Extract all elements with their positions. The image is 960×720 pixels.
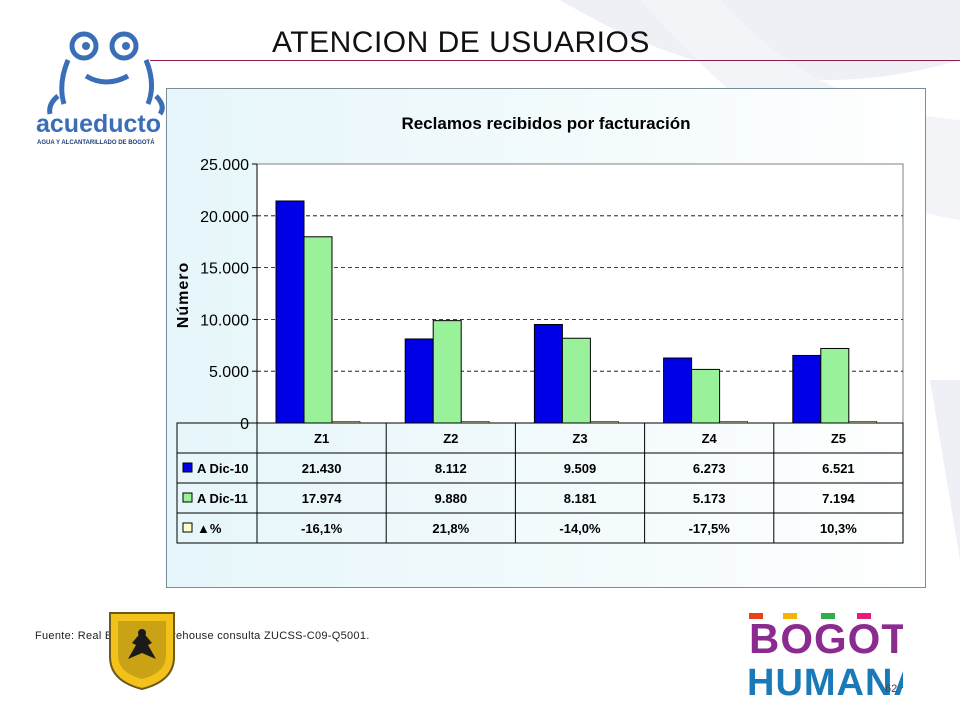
svg-text:BOGOTÁ: BOGOTÁ [749, 615, 903, 662]
y-axis-label: Número [175, 262, 192, 328]
y-tick-label: 20.000 [200, 209, 249, 226]
bar-dic11 [691, 368, 721, 424]
y-tick-label: 10.000 [200, 312, 249, 329]
data-label: 6.273 [693, 461, 726, 476]
bar-dic11 [561, 337, 591, 424]
x-category-label: Z2 [443, 431, 458, 446]
data-label: 8.181 [564, 491, 597, 506]
legend-key [182, 522, 193, 533]
y-tick-label: 5.000 [209, 364, 249, 381]
svg-text:AGUA Y ALCANTARILLADO DE BOGOT: AGUA Y ALCANTARILLADO DE BOGOTÁ [37, 139, 155, 146]
legend-key [182, 492, 193, 503]
y-tick-label: 0 [240, 416, 249, 433]
data-label: 21,8% [432, 521, 469, 536]
svg-text:HUMANA: HUMANA [747, 662, 903, 704]
x-category-label: Z3 [572, 431, 587, 446]
x-category-label: Z4 [702, 431, 718, 446]
data-label: -14,0% [559, 521, 601, 536]
chart-container: Reclamos recibidos por facturación Númer… [166, 88, 926, 588]
bogota-coat-of-arms [109, 612, 175, 691]
source-note: Fuente: Real Business Warehouse consulta… [35, 630, 370, 642]
bogota-humana-logo: BOGOTÁ HUMANA [743, 609, 903, 705]
y-tick-label: 25.000 [200, 157, 249, 174]
data-label: 9.880 [435, 491, 468, 506]
data-label: -16,1% [301, 521, 343, 536]
bar-dic10 [533, 323, 563, 424]
data-label: 8.112 [435, 461, 467, 476]
data-label: 17.974 [302, 491, 343, 506]
data-label: 9.509 [564, 461, 597, 476]
bar-dic10 [792, 354, 822, 424]
legend-label: A Dic-10 [197, 461, 249, 476]
legend-key [182, 462, 193, 473]
acueducto-logo: acueducto AGUA Y ALCANTARILLADO DE BOGOT… [36, 31, 165, 146]
bar-dic11 [820, 347, 850, 424]
bar-dic10 [275, 200, 305, 424]
data-label: 10,3% [820, 521, 857, 536]
slide-title: ATENCION DE USUARIOS [272, 26, 650, 59]
bar-chart: Reclamos recibidos por facturación Númer… [175, 114, 904, 544]
x-category-label: Z5 [831, 431, 846, 446]
x-category-label: Z1 [314, 431, 329, 446]
svg-text:acueducto: acueducto [36, 110, 161, 138]
data-label: 6.521 [822, 461, 855, 476]
bar-dic10 [404, 338, 434, 424]
chart-title: Reclamos recibidos por facturación [401, 114, 690, 133]
legend-label: ▲% [197, 521, 222, 536]
data-label: -17,5% [689, 521, 731, 536]
bar-dic11 [303, 236, 333, 424]
title-underline [150, 60, 960, 61]
data-label: 7.194 [822, 491, 855, 506]
bar-dic10 [663, 357, 693, 424]
page-number: 62 [885, 683, 898, 695]
y-tick-label: 15.000 [200, 261, 249, 278]
legend-label: A Dic-11 [197, 491, 248, 506]
data-label: 5.173 [693, 491, 726, 506]
data-label: 21.430 [302, 461, 342, 476]
bar-dic11 [432, 320, 462, 424]
